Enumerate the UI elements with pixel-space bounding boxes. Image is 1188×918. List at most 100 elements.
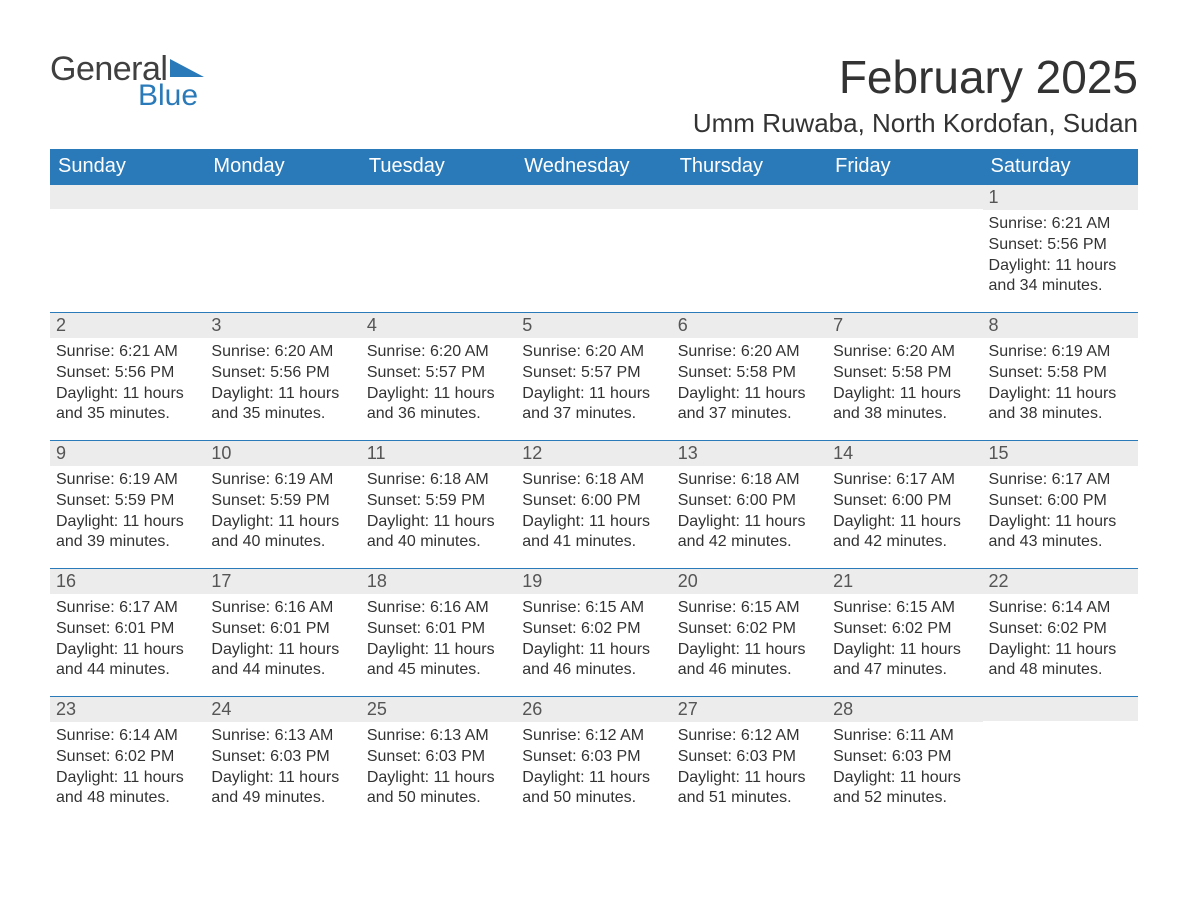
day-details: Sunrise: 6:17 AMSunset: 6:00 PMDaylight:…: [983, 466, 1138, 555]
day-details: Sunrise: 6:15 AMSunset: 6:02 PMDaylight:…: [516, 594, 671, 683]
calendar-cell: 23Sunrise: 6:14 AMSunset: 6:02 PMDayligh…: [50, 697, 205, 825]
daylight-text: Daylight: 11 hours and 48 minutes.: [56, 768, 199, 810]
calendar-cell: 15Sunrise: 6:17 AMSunset: 6:00 PMDayligh…: [983, 441, 1138, 569]
header-bar: General Blue February 2025 Umm Ruwaba, N…: [50, 50, 1138, 139]
sunset-text: Sunset: 6:03 PM: [522, 747, 665, 768]
day-number: 1: [983, 185, 1138, 210]
calendar-cell: 3Sunrise: 6:20 AMSunset: 5:56 PMDaylight…: [205, 313, 360, 441]
calendar-cell: [672, 185, 827, 313]
sunset-text: Sunset: 5:57 PM: [367, 363, 510, 384]
day-details: Sunrise: 6:11 AMSunset: 6:03 PMDaylight:…: [827, 722, 982, 811]
daylight-text: Daylight: 11 hours and 38 minutes.: [989, 384, 1132, 426]
calendar-cell: 20Sunrise: 6:15 AMSunset: 6:02 PMDayligh…: [672, 569, 827, 697]
calendar-cell: 14Sunrise: 6:17 AMSunset: 6:00 PMDayligh…: [827, 441, 982, 569]
calendar-week-row: 1Sunrise: 6:21 AMSunset: 5:56 PMDaylight…: [50, 185, 1138, 313]
daylight-text: Daylight: 11 hours and 36 minutes.: [367, 384, 510, 426]
sunset-text: Sunset: 5:59 PM: [367, 491, 510, 512]
calendar-header-row: Sunday Monday Tuesday Wednesday Thursday…: [50, 149, 1138, 185]
sunset-text: Sunset: 6:00 PM: [989, 491, 1132, 512]
daylight-text: Daylight: 11 hours and 50 minutes.: [367, 768, 510, 810]
sunrise-text: Sunrise: 6:11 AM: [833, 726, 976, 747]
calendar-cell: 16Sunrise: 6:17 AMSunset: 6:01 PMDayligh…: [50, 569, 205, 697]
sunset-text: Sunset: 5:58 PM: [989, 363, 1132, 384]
day-number: 7: [827, 313, 982, 338]
day-details: Sunrise: 6:12 AMSunset: 6:03 PMDaylight:…: [516, 722, 671, 811]
daylight-text: Daylight: 11 hours and 39 minutes.: [56, 512, 199, 554]
calendar-cell: 28Sunrise: 6:11 AMSunset: 6:03 PMDayligh…: [827, 697, 982, 825]
day-number: [50, 185, 205, 209]
calendar-cell: 12Sunrise: 6:18 AMSunset: 6:00 PMDayligh…: [516, 441, 671, 569]
sunset-text: Sunset: 6:03 PM: [678, 747, 821, 768]
day-number: [983, 697, 1138, 721]
sunrise-text: Sunrise: 6:20 AM: [522, 342, 665, 363]
daylight-text: Daylight: 11 hours and 44 minutes.: [56, 640, 199, 682]
daylight-text: Daylight: 11 hours and 40 minutes.: [211, 512, 354, 554]
day-number: 24: [205, 697, 360, 722]
brand-logo: General Blue: [50, 50, 204, 113]
sunrise-text: Sunrise: 6:17 AM: [989, 470, 1132, 491]
calendar-cell: 27Sunrise: 6:12 AMSunset: 6:03 PMDayligh…: [672, 697, 827, 825]
calendar-cell: 13Sunrise: 6:18 AMSunset: 6:00 PMDayligh…: [672, 441, 827, 569]
day-number: [361, 185, 516, 209]
day-number: 20: [672, 569, 827, 594]
calendar-cell: 1Sunrise: 6:21 AMSunset: 5:56 PMDaylight…: [983, 185, 1138, 313]
calendar-cell: 18Sunrise: 6:16 AMSunset: 6:01 PMDayligh…: [361, 569, 516, 697]
calendar-cell: 19Sunrise: 6:15 AMSunset: 6:02 PMDayligh…: [516, 569, 671, 697]
daylight-text: Daylight: 11 hours and 49 minutes.: [211, 768, 354, 810]
calendar-cell: 26Sunrise: 6:12 AMSunset: 6:03 PMDayligh…: [516, 697, 671, 825]
day-number: [516, 185, 671, 209]
calendar-cell: [205, 185, 360, 313]
sunrise-text: Sunrise: 6:18 AM: [678, 470, 821, 491]
day-number: 12: [516, 441, 671, 466]
day-details: Sunrise: 6:18 AMSunset: 5:59 PMDaylight:…: [361, 466, 516, 555]
calendar-cell: 5Sunrise: 6:20 AMSunset: 5:57 PMDaylight…: [516, 313, 671, 441]
day-details: Sunrise: 6:20 AMSunset: 5:58 PMDaylight:…: [827, 338, 982, 427]
location-subtitle: Umm Ruwaba, North Kordofan, Sudan: [693, 108, 1138, 139]
sunset-text: Sunset: 6:01 PM: [367, 619, 510, 640]
daylight-text: Daylight: 11 hours and 35 minutes.: [211, 384, 354, 426]
calendar-week-row: 16Sunrise: 6:17 AMSunset: 6:01 PMDayligh…: [50, 569, 1138, 697]
sunrise-text: Sunrise: 6:21 AM: [56, 342, 199, 363]
day-number: [827, 185, 982, 209]
sunset-text: Sunset: 5:59 PM: [211, 491, 354, 512]
brand-word-2: Blue: [138, 79, 204, 113]
day-number: 3: [205, 313, 360, 338]
calendar-cell: [516, 185, 671, 313]
sunrise-text: Sunrise: 6:17 AM: [833, 470, 976, 491]
calendar-cell: 17Sunrise: 6:16 AMSunset: 6:01 PMDayligh…: [205, 569, 360, 697]
calendar-week-row: 9Sunrise: 6:19 AMSunset: 5:59 PMDaylight…: [50, 441, 1138, 569]
day-details: Sunrise: 6:19 AMSunset: 5:59 PMDaylight:…: [205, 466, 360, 555]
calendar-week-row: 23Sunrise: 6:14 AMSunset: 6:02 PMDayligh…: [50, 697, 1138, 825]
daylight-text: Daylight: 11 hours and 52 minutes.: [833, 768, 976, 810]
sunset-text: Sunset: 6:03 PM: [833, 747, 976, 768]
calendar-cell: 4Sunrise: 6:20 AMSunset: 5:57 PMDaylight…: [361, 313, 516, 441]
day-details: Sunrise: 6:12 AMSunset: 6:03 PMDaylight:…: [672, 722, 827, 811]
day-number: 6: [672, 313, 827, 338]
day-details: Sunrise: 6:14 AMSunset: 6:02 PMDaylight:…: [983, 594, 1138, 683]
day-number: 14: [827, 441, 982, 466]
sunset-text: Sunset: 6:02 PM: [989, 619, 1132, 640]
day-details: Sunrise: 6:18 AMSunset: 6:00 PMDaylight:…: [516, 466, 671, 555]
calendar-cell: 2Sunrise: 6:21 AMSunset: 5:56 PMDaylight…: [50, 313, 205, 441]
col-header: Monday: [205, 149, 360, 185]
day-number: [672, 185, 827, 209]
day-number: 2: [50, 313, 205, 338]
sunrise-text: Sunrise: 6:15 AM: [678, 598, 821, 619]
daylight-text: Daylight: 11 hours and 42 minutes.: [833, 512, 976, 554]
day-number: 16: [50, 569, 205, 594]
sunset-text: Sunset: 6:00 PM: [678, 491, 821, 512]
day-number: 26: [516, 697, 671, 722]
sunset-text: Sunset: 6:02 PM: [522, 619, 665, 640]
sunrise-text: Sunrise: 6:12 AM: [522, 726, 665, 747]
sunrise-text: Sunrise: 6:19 AM: [989, 342, 1132, 363]
day-details: Sunrise: 6:20 AMSunset: 5:56 PMDaylight:…: [205, 338, 360, 427]
calendar-cell: [983, 697, 1138, 825]
daylight-text: Daylight: 11 hours and 50 minutes.: [522, 768, 665, 810]
col-header: Wednesday: [516, 149, 671, 185]
calendar-cell: 7Sunrise: 6:20 AMSunset: 5:58 PMDaylight…: [827, 313, 982, 441]
sunset-text: Sunset: 6:03 PM: [211, 747, 354, 768]
daylight-text: Daylight: 11 hours and 47 minutes.: [833, 640, 976, 682]
daylight-text: Daylight: 11 hours and 37 minutes.: [522, 384, 665, 426]
sunrise-text: Sunrise: 6:13 AM: [211, 726, 354, 747]
day-number: 25: [361, 697, 516, 722]
